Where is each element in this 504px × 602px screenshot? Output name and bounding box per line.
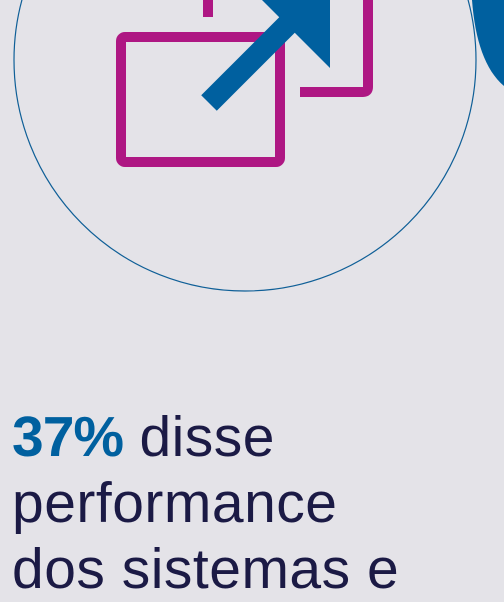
stat-line-2: performance xyxy=(12,471,338,535)
stat-text: 37% disse performance dos sistemas e xyxy=(12,404,504,602)
circle-outline xyxy=(13,0,477,292)
hero-graphic xyxy=(13,0,504,292)
corner-blue-shape xyxy=(472,0,504,86)
external-link-icon xyxy=(116,0,373,167)
stat-number: 37% xyxy=(12,405,124,469)
stat-line-3: dos sistemas e xyxy=(12,537,400,601)
stat-line1-rest: disse xyxy=(139,405,276,469)
stat-line-1: 37% disse xyxy=(12,404,504,470)
